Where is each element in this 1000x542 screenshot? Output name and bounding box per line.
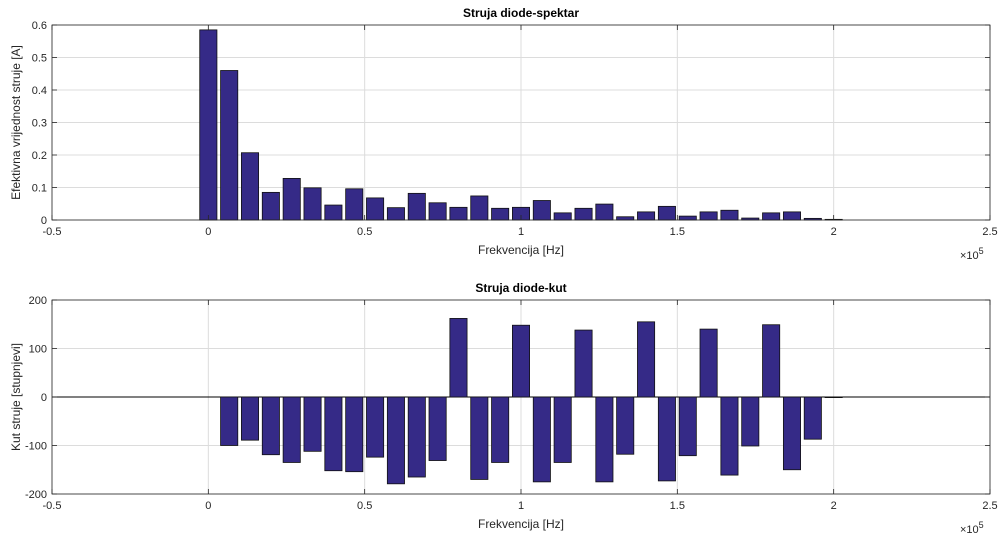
y-tick-label: 200	[29, 295, 47, 307]
bar	[303, 187, 322, 221]
bar	[532, 200, 551, 221]
bar	[324, 204, 343, 221]
x-exponent-base: ×10	[960, 250, 979, 262]
bar	[782, 211, 801, 221]
bar	[616, 396, 635, 455]
bar	[199, 29, 218, 221]
x-exponent-label: ×105	[960, 520, 984, 536]
x-tick-label: -0.5	[43, 226, 62, 238]
bar	[449, 318, 468, 398]
bar	[428, 202, 447, 221]
y-axis-label: Efektivna vrijednost struje [A]	[9, 45, 23, 200]
y-tick-label: 0.3	[32, 118, 47, 130]
x-tick-label: 2	[831, 226, 837, 238]
x-tick-label: 1	[518, 500, 524, 512]
x-tick-label: 1.5	[670, 500, 685, 512]
bar	[303, 396, 322, 452]
bar	[762, 324, 781, 398]
bar	[574, 329, 593, 398]
y-tick-label: 0	[41, 215, 47, 227]
chart-title: Struja diode-spektar	[463, 6, 579, 20]
bar	[345, 396, 364, 473]
bar	[678, 215, 697, 221]
bar	[512, 324, 530, 398]
bar	[720, 209, 739, 221]
bar	[741, 396, 760, 447]
bar	[553, 212, 572, 221]
bar	[574, 207, 593, 221]
bar	[637, 211, 656, 221]
bar	[616, 216, 635, 221]
bar	[324, 396, 343, 472]
bar	[824, 396, 843, 399]
bar	[720, 396, 739, 476]
bar	[282, 396, 301, 463]
bar	[345, 188, 364, 221]
bar	[595, 203, 614, 221]
bar	[491, 207, 510, 221]
bar	[678, 396, 697, 457]
x-axis-label: Frekvencija [Hz]	[478, 517, 564, 531]
bar	[699, 211, 718, 221]
bar	[407, 396, 426, 478]
x-tick-label: 2	[831, 500, 837, 512]
x-axis-label: Frekvencija [Hz]	[478, 243, 564, 257]
bar	[366, 396, 385, 458]
bar	[386, 396, 405, 485]
x-tick-label: 0.5	[357, 226, 372, 238]
bar	[261, 396, 280, 456]
bar	[220, 396, 239, 446]
y-tick-label: 100	[29, 344, 47, 356]
y-tick-label: 0.5	[32, 53, 47, 65]
x-exponent-base: ×10	[960, 524, 979, 536]
bar	[657, 205, 676, 221]
bar	[470, 195, 489, 221]
y-tick-label: -200	[25, 489, 47, 501]
bar	[428, 396, 447, 461]
bar	[470, 396, 489, 480]
y-tick-label: 0.4	[32, 85, 47, 97]
phase-chart: -0.5 0 0.5 1 1.5 2 2.5 -200 -100 0 100 200 Struja di…	[9, 281, 998, 536]
y-axis-label: Kut struje [stupnjevi]	[9, 343, 23, 451]
bar	[699, 328, 718, 398]
x-exponent-power: 5	[979, 246, 984, 256]
bar	[782, 396, 801, 471]
y-tick-label: 0.6	[32, 20, 47, 32]
bar	[241, 152, 260, 221]
bar	[366, 197, 385, 221]
y-tick-label: 0.2	[32, 150, 47, 162]
x-tick-label: 1.5	[670, 226, 685, 238]
bar	[407, 192, 426, 221]
x-tick-label: 2.5	[982, 500, 997, 512]
x-tick-label: -0.5	[43, 500, 62, 512]
bar	[657, 396, 676, 482]
x-exponent-label: ×105	[960, 246, 984, 262]
bar	[261, 191, 280, 221]
bar	[282, 177, 301, 221]
x-exponent-power: 5	[979, 520, 984, 530]
x-tick-label: 0.5	[357, 500, 372, 512]
bar	[803, 396, 822, 440]
x-tick-label: 0	[205, 500, 211, 512]
x-tick-label: 0	[205, 226, 211, 238]
y-tick-label: 0	[41, 392, 47, 404]
spectrum-chart: -0.5 0 0.5 1 1.5 2 2.500.10.20.30.40.50.6Struj…	[9, 6, 998, 262]
y-tick-label: 0.1	[32, 183, 47, 195]
x-tick-label: 1	[518, 226, 524, 238]
bar	[553, 396, 572, 463]
bar	[220, 70, 239, 221]
bar	[386, 207, 405, 221]
bar	[241, 396, 260, 441]
bar	[637, 321, 656, 398]
y-tick-label: -100	[25, 441, 47, 453]
chart-title: Struja diode-kut	[475, 281, 566, 295]
bar	[532, 396, 551, 483]
bar	[762, 212, 781, 221]
bar	[449, 206, 468, 221]
bar	[491, 396, 510, 463]
x-tick-label: 2.5	[982, 226, 997, 238]
bar	[595, 396, 614, 483]
